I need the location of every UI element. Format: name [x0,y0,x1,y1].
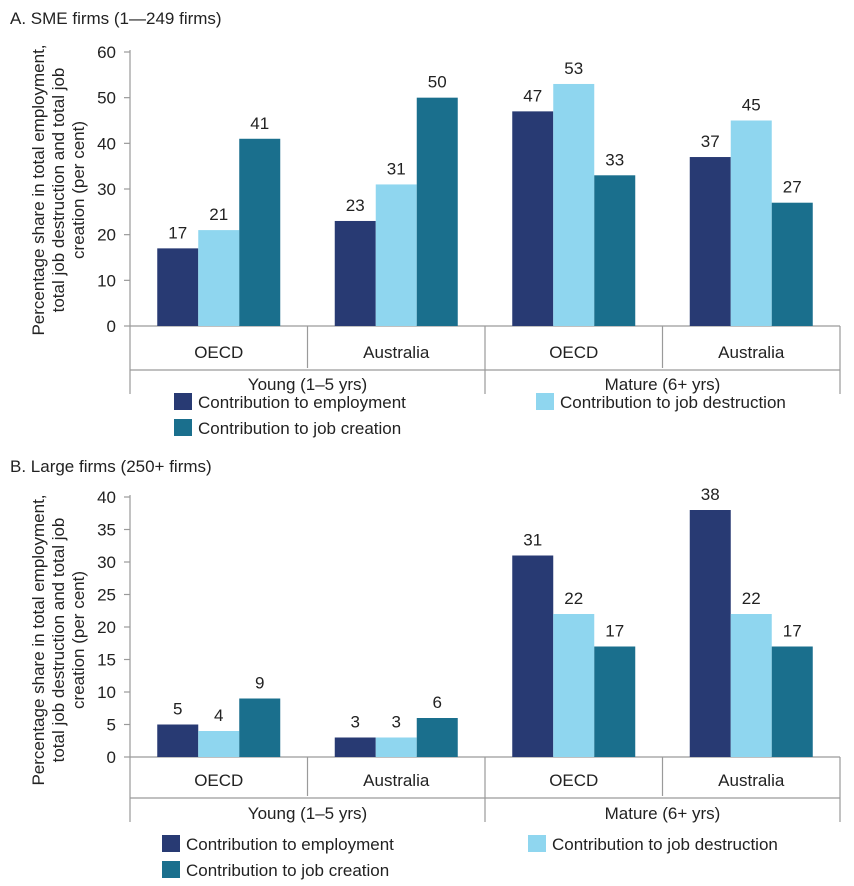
panel-b-y-tick-label: 15 [97,651,116,670]
panel-b-title: B. Large firms (250+ firms) [10,457,212,476]
panel-a-data-label: 27 [783,178,802,197]
panel-a-y-tick-label: 0 [107,317,116,336]
panel-a-bar-employment [334,220,376,326]
panel-a-data-label: 33 [605,150,624,169]
panel-b-bar-destruction [553,614,595,757]
panel-b-data-label: 38 [701,485,720,504]
panel-b-y-tick-label: 40 [97,488,116,507]
panel-b-category-label: Australia [718,771,785,790]
panel-a-bar-employment [689,157,731,326]
panel-a-legend-label-employment: Contribution to employment [198,393,406,412]
panel-a-data-label: 50 [428,73,447,92]
panel-b-y-tick-label: 35 [97,521,116,540]
panel-b-category-label: OECD [549,771,598,790]
panel-b-y-tick-label: 25 [97,586,116,605]
panel-a-bar-destruction [730,120,772,326]
panel-a-bar-creation [594,175,636,326]
panel-a-data-label: 41 [250,114,269,133]
panel-a-category-label: Australia [363,343,430,362]
panel-b-data-label: 17 [605,622,624,641]
panel-b-y-tick-label: 5 [107,716,116,735]
panel-a-category-label: Australia [718,343,785,362]
panel-b-bar-employment [512,555,554,757]
panel-a-bar-creation [239,138,281,326]
panel-a-y-tick-label: 10 [97,271,116,290]
panel-b-y-tick-label: 30 [97,553,116,572]
panel-b-y-axis-label: Percentage share in total employment,tot… [29,494,88,785]
panel-a-data-label: 17 [168,223,187,242]
panel-b-legend-label-employment: Contribution to employment [186,835,394,854]
panel-b-y-tick-label: 0 [107,748,116,767]
panel-b-group-label: Mature (6+ yrs) [605,804,721,823]
panel-a-legend-swatch-employment [174,393,192,410]
panel-a-y-tick-label: 30 [97,180,116,199]
panel-b-bar-creation [416,718,458,757]
panel-b-bar-destruction [375,737,417,757]
panel-b-data-label: 3 [392,713,401,732]
panel-a-data-label: 31 [387,159,406,178]
panel-b-bar-employment [689,510,731,757]
panel-a-category-label: OECD [194,343,243,362]
panel-b-bar-employment [157,724,199,757]
panel-b-data-label: 5 [173,700,182,719]
panel-b-bar-creation [594,646,636,757]
panel-b-legend-label-creation: Contribution to job creation [186,861,389,880]
panel-a-legend-swatch-destruction [536,393,554,410]
panel-a-group-label: Young (1–5 yrs) [248,375,367,394]
panel-a-bar-creation [416,97,458,327]
panel-b-data-label: 17 [783,622,802,641]
panel-a-y-tick-label: 60 [97,43,116,62]
panel-a-bar-destruction [553,83,595,326]
panel-a-y-axis-label: Percentage share in total employment,tot… [29,44,88,335]
panel-b-category-label: Australia [363,771,430,790]
panel-a-bar-employment [157,248,199,326]
panel-b-legend-label-destruction: Contribution to job destruction [552,835,778,854]
panel-a-y-tick-label: 50 [97,89,116,108]
panel-a-y-tick-label: 40 [97,134,116,153]
panel-a-data-label: 23 [346,196,365,215]
panel-a-y-tick-label: 20 [97,226,116,245]
panel-b-bar-destruction [198,731,240,757]
panel-a-data-label: 37 [701,132,720,151]
panel-b-data-label: 22 [564,589,583,608]
panel-b-data-label: 4 [214,706,223,725]
panel-b-legend-swatch-destruction [528,835,546,852]
panel-a-data-label: 21 [209,205,228,224]
panel-a-bar-destruction [198,230,240,326]
panel-b-data-label: 31 [523,531,542,550]
panel-b-bar-creation [239,698,281,757]
panel-b-y-tick-label: 20 [97,618,116,637]
panel-b-bar-employment [334,737,376,757]
panel-a-data-label: 45 [742,96,761,115]
panel-a-group-label: Mature (6+ yrs) [605,375,721,394]
panel-a-legend-label-destruction: Contribution to job destruction [560,393,786,412]
panel-b-data-label: 22 [742,589,761,608]
panel-a-legend-label-creation: Contribution to job creation [198,419,401,438]
panel-b-data-label: 6 [433,693,442,712]
panel-b-category-label: OECD [194,771,243,790]
panel-b-legend-swatch-creation [162,861,180,878]
panel-b-legend-swatch-employment [162,835,180,852]
panel-b-bar-destruction [730,614,772,757]
panel-b-data-label: 9 [255,674,264,693]
panel-a-bar-creation [771,202,813,326]
panel-a-data-label: 53 [564,59,583,78]
panel-a-category-label: OECD [549,343,598,362]
panel-b-data-label: 3 [351,713,360,732]
panel-b-group-label: Young (1–5 yrs) [248,804,367,823]
panel-a-bar-destruction [375,184,417,326]
panel-a-data-label: 47 [523,86,542,105]
panel-a-bar-employment [512,111,554,326]
panel-a-title: A. SME firms (1—249 firms) [10,9,222,28]
panel-b-y-tick-label: 10 [97,683,116,702]
panel-a-legend-swatch-creation [174,419,192,436]
panel-b-bar-creation [771,646,813,757]
